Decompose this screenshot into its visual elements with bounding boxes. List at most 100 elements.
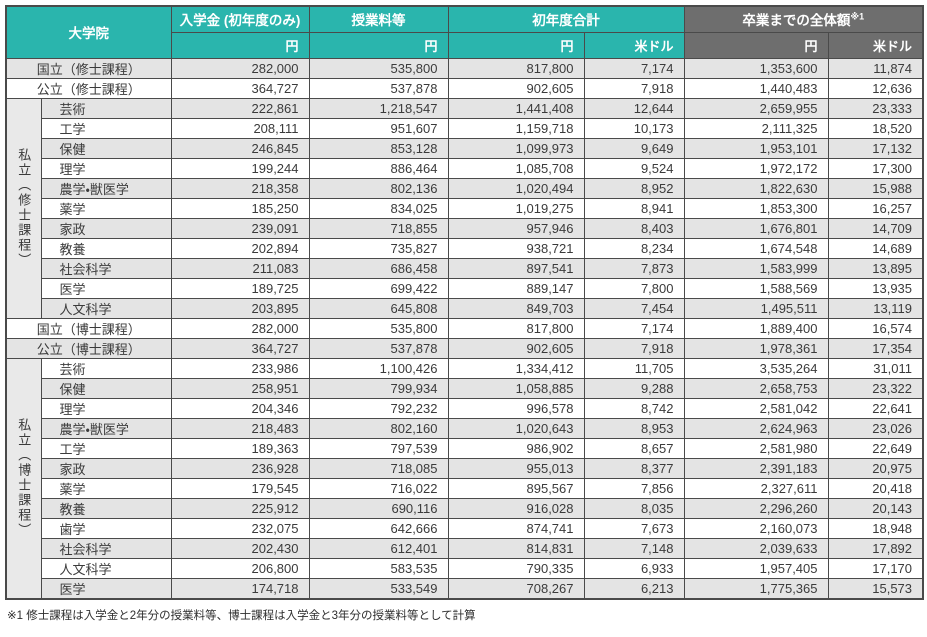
- cell-tuition-yen: 799,934: [308, 377, 449, 399]
- header-row-main: 大学院 入学金 (初年度のみ) 授業料等 初年度合計 卒業までの全体額※1: [5, 5, 924, 59]
- cell-graduation-total-yen: 2,581,042: [683, 397, 829, 419]
- cell-tuition-yen: 802,160: [308, 417, 449, 439]
- cell-graduation-total-usd: 17,354: [827, 337, 924, 359]
- cell-first-year-total-usd: 9,649: [583, 137, 685, 159]
- cell-tuition-yen: 718,085: [308, 457, 449, 479]
- table-row: 人文科学 206,800 583,535 790,335 6,933 1,957,405 1…: [6, 557, 924, 579]
- cell-first-year-total-yen: 1,441,408: [447, 97, 585, 119]
- row-label: 国立（修士課程）: [5, 57, 172, 79]
- row-label: 家政: [40, 457, 172, 479]
- table-row: 家政 236,928 718,085 955,013 8,377 2,391,183 20,…: [6, 457, 924, 479]
- table-row: 教養 202,894 735,827 938,721 8,234 1,674,548 14,…: [6, 237, 924, 259]
- cell-graduation-total-yen: 1,588,569: [683, 277, 829, 299]
- cell-first-year-total-usd: 7,454: [583, 297, 685, 319]
- cell-graduation-total-yen: 1,953,101: [683, 137, 829, 159]
- cell-admission-fee-yen: 246,845: [170, 137, 310, 159]
- unit-first-year-usd: 米ドル: [583, 31, 685, 59]
- cell-graduation-total-usd: 20,975: [827, 457, 924, 479]
- cell-tuition-yen: 535,800: [308, 57, 449, 79]
- cell-tuition-yen: 612,401: [308, 537, 449, 559]
- row-label: 農学・獣医学: [40, 417, 172, 439]
- cell-tuition-yen: 886,464: [308, 157, 449, 179]
- cell-graduation-total-yen: 2,039,633: [683, 537, 829, 559]
- table-row: 薬学 179,545 716,022 895,567 7,856 2,327,611 20,…: [6, 477, 924, 499]
- cell-graduation-total-yen: 2,581,980: [683, 437, 829, 459]
- cell-graduation-total-usd: 11,874: [827, 57, 924, 79]
- row-label: 公立（博士課程）: [5, 337, 172, 359]
- header-row-units: 円 円 円 米ドル 円 米ドル: [6, 31, 924, 59]
- cell-first-year-total-yen: 889,147: [447, 277, 585, 299]
- table-row: 歯学 232,075 642,666 874,741 7,673 2,160,073 18,…: [6, 517, 924, 539]
- unit-first-year-yen: 円: [447, 31, 585, 59]
- row-label: 保健: [40, 377, 172, 399]
- table-row: 公立（修士課程） 364,727 537,878 902,605 7,918 1,440,…: [5, 77, 924, 99]
- group-label-private-doctoral: 私立（博士課程）: [5, 357, 42, 599]
- cell-graduation-total-usd: 31,011: [827, 357, 924, 379]
- cell-graduation-total-yen: 1,957,405: [683, 557, 829, 579]
- cell-graduation-total-usd: 18,520: [827, 117, 924, 139]
- row-label: 芸術: [40, 97, 172, 119]
- unit-graduation-usd: 米ドル: [827, 31, 924, 59]
- cell-graduation-total-yen: 1,775,365: [683, 577, 829, 599]
- table-row: 理学 199,244 886,464 1,085,708 9,524 1,972,172 1…: [6, 157, 924, 179]
- cell-first-year-total-usd: 6,933: [583, 557, 685, 579]
- cell-first-year-total-yen: 849,703: [447, 297, 585, 319]
- cell-admission-fee-yen: 199,244: [170, 157, 310, 179]
- table-row: 教養 225,912 690,116 916,028 8,035 2,296,260 20,…: [6, 497, 924, 519]
- row-label: 保健: [40, 137, 172, 159]
- cell-admission-fee-yen: 208,111: [170, 117, 310, 139]
- cell-graduation-total-usd: 22,649: [827, 437, 924, 459]
- table-row: 私立（修士課程） 芸術 222,861 1,218,547 1,441,408 12,64…: [5, 97, 924, 319]
- header-tuition: 授業料等: [308, 5, 449, 33]
- cell-admission-fee-yen: 218,483: [170, 417, 310, 439]
- cell-graduation-total-yen: 2,391,183: [683, 457, 829, 479]
- row-label: 芸術: [40, 357, 172, 379]
- table-row: 医学 189,725 699,422 889,147 7,800 1,588,569 13,…: [6, 277, 924, 299]
- cell-first-year-total-yen: 902,605: [447, 337, 585, 359]
- cell-tuition-yen: 1,100,426: [308, 357, 449, 379]
- cell-first-year-total-yen: 996,578: [447, 397, 585, 419]
- cell-graduation-total-yen: 1,495,511: [683, 297, 829, 319]
- row-label: 理学: [40, 397, 172, 419]
- cell-first-year-total-usd: 8,742: [583, 397, 685, 419]
- row-label: 社会科学: [40, 257, 172, 279]
- cell-graduation-total-usd: 13,895: [827, 257, 924, 279]
- cell-graduation-total-usd: 14,689: [827, 237, 924, 259]
- cell-graduation-total-usd: 17,132: [827, 137, 924, 159]
- cell-first-year-total-usd: 7,174: [583, 57, 685, 79]
- cell-first-year-total-usd: 10,173: [583, 117, 685, 139]
- cell-first-year-total-yen: 1,099,973: [447, 137, 585, 159]
- cell-first-year-total-yen: 897,541: [447, 257, 585, 279]
- table-row: 私立（博士課程） 芸術 233,986 1,100,426 1,334,412 11,70…: [5, 357, 924, 599]
- cell-admission-fee-yen: 364,727: [170, 77, 310, 99]
- fees-table: 大学院 入学金 (初年度のみ) 授業料等 初年度合計 卒業までの全体額※1 円 …: [5, 5, 925, 600]
- cell-tuition-yen: 533,549: [308, 577, 449, 599]
- cell-graduation-total-yen: 2,160,073: [683, 517, 829, 539]
- cell-admission-fee-yen: 232,075: [170, 517, 310, 539]
- unit-admission-yen: 円: [170, 31, 310, 59]
- cell-first-year-total-usd: 7,673: [583, 517, 685, 539]
- cell-admission-fee-yen: 174,718: [170, 577, 310, 599]
- table-row: 保健 246,845 853,128 1,099,973 9,649 1,953,101 1…: [6, 137, 924, 159]
- cell-tuition-yen: 583,535: [308, 557, 449, 579]
- cell-first-year-total-yen: 902,605: [447, 77, 585, 99]
- cell-first-year-total-usd: 7,174: [583, 317, 685, 339]
- cell-graduation-total-yen: 1,440,483: [683, 77, 829, 99]
- cell-first-year-total-usd: 8,377: [583, 457, 685, 479]
- cell-first-year-total-yen: 1,085,708: [447, 157, 585, 179]
- cell-first-year-total-usd: 8,941: [583, 197, 685, 219]
- cell-first-year-total-usd: 8,952: [583, 177, 685, 199]
- row-label: 歯学: [40, 517, 172, 539]
- cell-graduation-total-usd: 12,636: [827, 77, 924, 99]
- table-row: 社会科学 202,430 612,401 814,831 7,148 2,039,633 1…: [6, 537, 924, 559]
- cell-graduation-total-yen: 2,296,260: [683, 497, 829, 519]
- cell-first-year-total-yen: 895,567: [447, 477, 585, 499]
- cell-graduation-total-usd: 15,988: [827, 177, 924, 199]
- cell-graduation-total-usd: 17,170: [827, 557, 924, 579]
- cell-first-year-total-usd: 7,800: [583, 277, 685, 299]
- cell-graduation-total-yen: 1,889,400: [683, 317, 829, 339]
- cell-tuition-yen: 802,136: [308, 177, 449, 199]
- cell-graduation-total-usd: 16,574: [827, 317, 924, 339]
- cell-first-year-total-yen: 874,741: [447, 517, 585, 539]
